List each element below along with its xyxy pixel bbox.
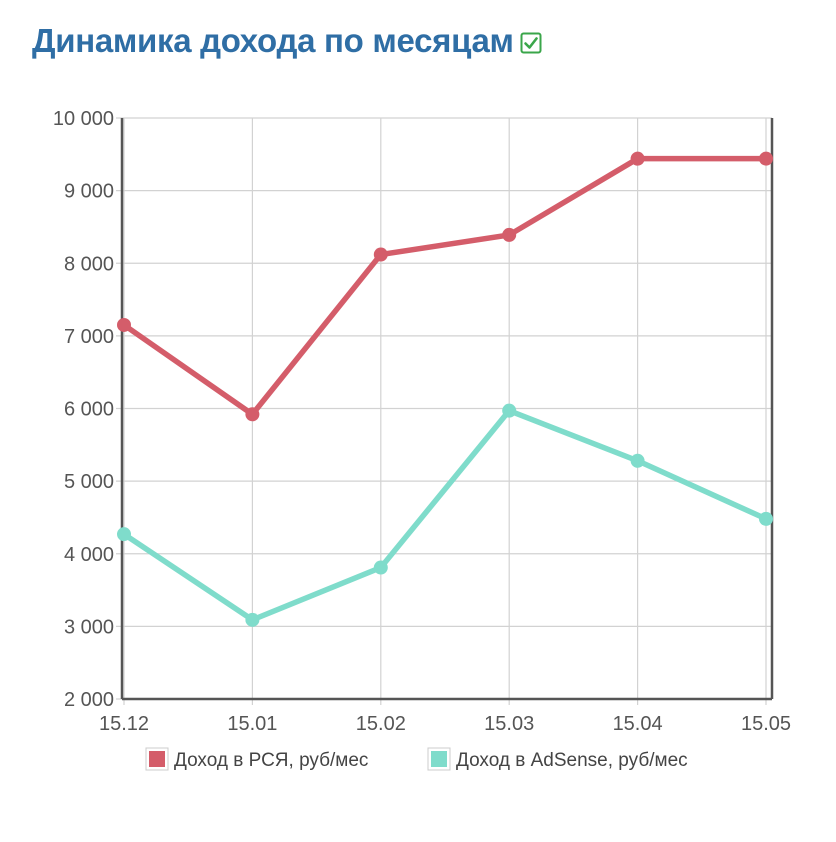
data-point[interactable] [245, 612, 260, 627]
y-tick-label: 4 000 [64, 544, 114, 566]
checkbox-checked-icon[interactable] [520, 32, 542, 54]
axes [120, 118, 774, 701]
legend: Доход в РСЯ, руб/мес Доход в AdSense, руб… [145, 747, 688, 771]
data-point[interactable] [759, 511, 773, 526]
data-point[interactable] [630, 453, 645, 468]
x-tick-label: 15.12 [99, 713, 149, 735]
legend-label: Доход в AdSense, руб/мес [456, 750, 688, 771]
series-line-1 [121, 155, 769, 418]
legend-item-2[interactable]: Доход в AdSense, руб/мес [427, 747, 688, 771]
y-tick-label: 2 000 [64, 689, 114, 711]
data-point[interactable] [373, 560, 388, 575]
y-tick-label: 10 000 [53, 108, 114, 130]
y-tick-label: 5 000 [64, 471, 114, 493]
data-point[interactable] [373, 247, 388, 262]
data-point[interactable] [630, 151, 645, 166]
series-group [117, 151, 773, 627]
data-point[interactable] [245, 407, 260, 422]
x-tick-label: 15.03 [484, 713, 534, 735]
legend-swatch [431, 751, 447, 767]
x-tick-label: 15.01 [227, 713, 277, 735]
data-point[interactable] [502, 227, 517, 242]
title-row: Динамика дохода по месяцам [32, 22, 542, 60]
grid-lines [116, 117, 772, 705]
x-tick-label: 15.05 [741, 713, 791, 735]
x-tick-label: 15.02 [356, 713, 406, 735]
x-tick-label: 15.04 [613, 713, 663, 735]
data-point[interactable] [117, 317, 131, 332]
legend-label: Доход в РСЯ, руб/мес [174, 750, 368, 771]
y-axis-tick-labels: 2 000 3 000 4 000 5 000 6 000 7 000 8 000 9 000… [53, 108, 114, 711]
data-point[interactable] [502, 403, 517, 418]
page-title: Динамика дохода по месяцам [32, 22, 514, 59]
y-tick-label: 6 000 [64, 399, 114, 421]
y-tick-label: 3 000 [64, 616, 114, 638]
x-axis-tick-labels: 15.12 15.01 15.02 15.03 15.04 15.05 [99, 713, 791, 735]
series-line-2 [121, 407, 769, 623]
legend-item-1[interactable]: Доход в РСЯ, руб/мес [145, 747, 368, 771]
data-point[interactable] [759, 151, 773, 166]
data-point[interactable] [117, 527, 131, 542]
y-tick-label: 8 000 [64, 253, 114, 275]
legend-swatch [149, 751, 165, 767]
y-tick-label: 7 000 [64, 326, 114, 348]
y-tick-label: 9 000 [64, 181, 114, 203]
